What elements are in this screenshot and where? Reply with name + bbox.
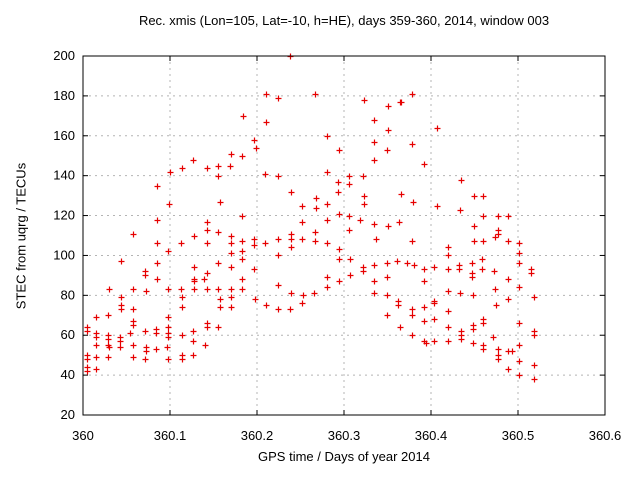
y-tick-label: 160 [53, 128, 75, 143]
x-tick-label: 360.3 [328, 428, 361, 443]
y-tick-label: 100 [53, 247, 75, 262]
y-tick-label: 40 [61, 367, 75, 382]
x-tick-label: 360.1 [154, 428, 187, 443]
y-tick-label: 80 [61, 287, 75, 302]
y-tick-label: 200 [53, 48, 75, 63]
x-tick-label: 360.4 [415, 428, 448, 443]
x-tick-label: 360.6 [589, 428, 622, 443]
y-tick-label: 120 [53, 208, 75, 223]
y-tick-label: 20 [61, 407, 75, 422]
y-tick-label: 60 [61, 327, 75, 342]
x-tick-label: 360.5 [502, 428, 535, 443]
plot-border [82, 55, 606, 416]
data-points [84, 53, 538, 383]
chart-title: Rec. xmis (Lon=105, Lat=-10, h=HE), days… [138, 13, 550, 28]
x-axis-label: GPS time / Days of year 2014 [258, 449, 430, 464]
y-tick-label: 140 [53, 168, 75, 183]
x-tick-label: 360 [72, 428, 94, 443]
y-tick-label: 180 [53, 88, 75, 103]
x-tick-label: 360.2 [241, 428, 274, 443]
